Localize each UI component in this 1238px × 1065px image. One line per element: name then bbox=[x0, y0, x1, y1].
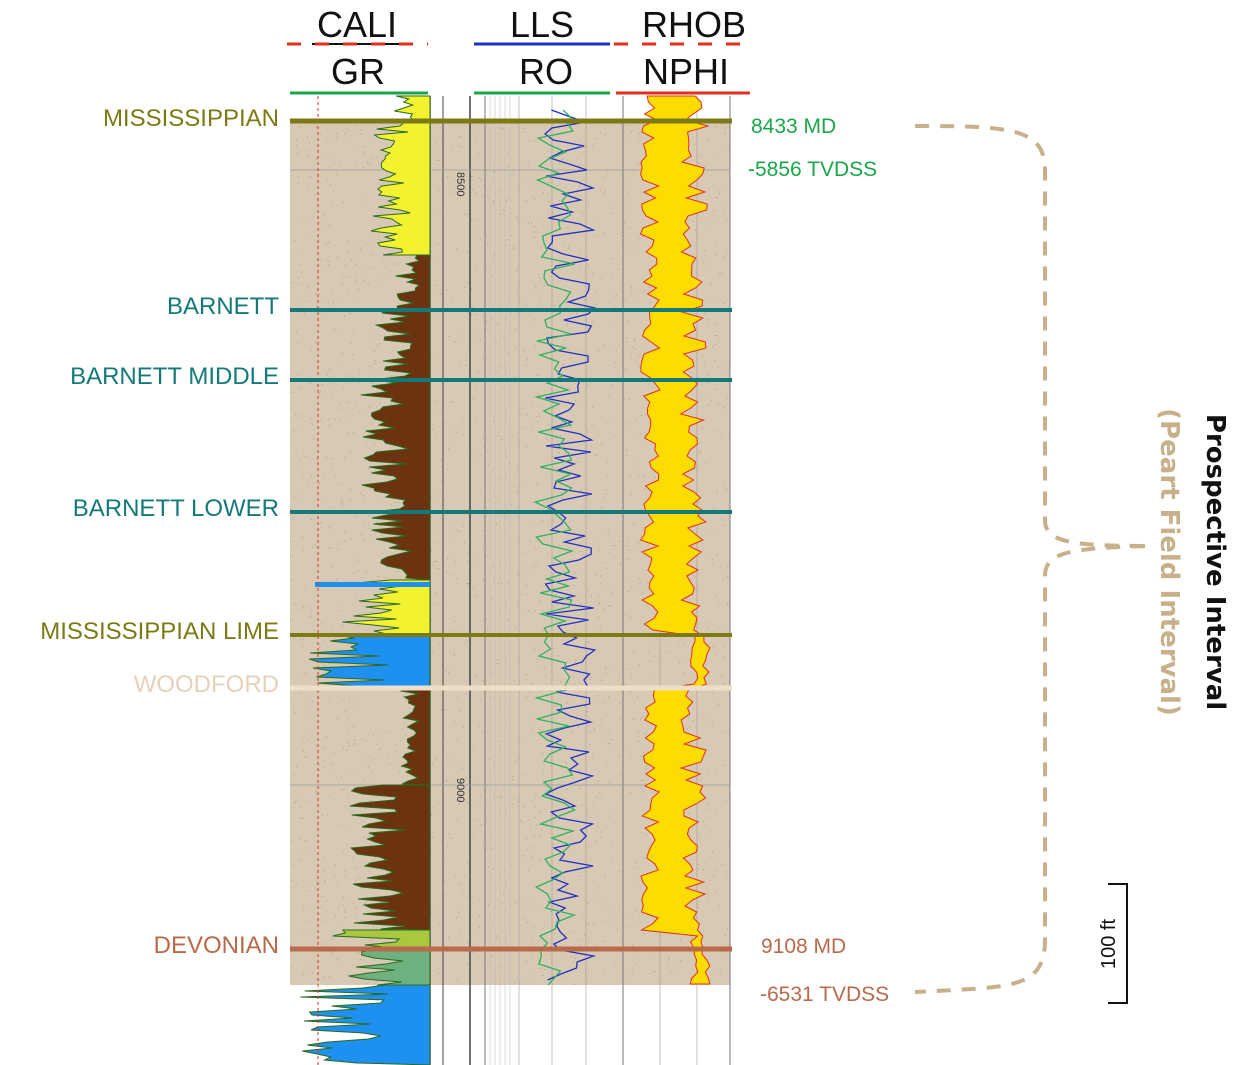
header-nphi: NPHI bbox=[643, 51, 729, 92]
depth-label-9000: 9000 bbox=[454, 778, 466, 802]
depth-label-8500: 8500 bbox=[454, 172, 466, 196]
ro-curve bbox=[533, 109, 577, 986]
gr-fill-band bbox=[342, 579, 431, 636]
log-area: 8500 9000 bbox=[290, 95, 731, 1065]
gr-fill-band bbox=[399, 687, 431, 786]
header-lls: LLS bbox=[510, 4, 574, 45]
header-cali: CALI bbox=[317, 4, 397, 45]
gr-fill-band bbox=[371, 511, 431, 581]
formation-label-barnett: BARNETT bbox=[167, 293, 279, 320]
gr-fill-band bbox=[300, 984, 431, 1065]
gr-fill-band bbox=[370, 119, 431, 256]
formation-label-mississippian-lime: MISSISSIPPIAN LIME bbox=[40, 618, 279, 645]
gr-fill-band bbox=[349, 784, 431, 931]
header-gr: GR bbox=[331, 51, 385, 92]
gr-spike bbox=[315, 582, 430, 587]
formation-label-mississippian: MISSISSIPPIAN bbox=[103, 105, 279, 132]
formation-labels: MISSISSIPPIAN BARNETT BARNETT MIDDLE BAR… bbox=[40, 105, 279, 959]
lls-curve bbox=[543, 109, 597, 981]
formation-lines bbox=[290, 118, 732, 952]
interval-title: Prospective Interval bbox=[1200, 414, 1230, 710]
top-md-label: 8433 MD bbox=[751, 115, 836, 138]
header-ro: RO bbox=[519, 51, 573, 92]
bottom-tvdss-label: -6531 TVDSS bbox=[760, 983, 889, 1006]
interval-subtitle: (Peart Field Interval) bbox=[1154, 408, 1184, 716]
depth-annotations: 8433 MD -5856 TVDSS 9108 MD -6531 TVDSS bbox=[748, 115, 889, 1006]
bottom-md-label: 9108 MD bbox=[761, 935, 846, 958]
log-curves bbox=[317, 95, 711, 1065]
gr-fill-band bbox=[348, 948, 431, 986]
density-neutron-fill bbox=[639, 95, 711, 985]
gr-fill-band bbox=[374, 309, 431, 381]
scale-bar: 100 ft bbox=[1098, 883, 1128, 1004]
header-rhob: RHOB bbox=[642, 4, 746, 45]
gr-fill-band bbox=[395, 254, 431, 311]
formation-label-woodford: WOODFORD bbox=[134, 671, 279, 698]
formation-label-barnett-lower: BARNETT LOWER bbox=[73, 495, 279, 522]
interval-bracket bbox=[914, 124, 1151, 994]
scale-bar-label: 100 ft bbox=[1098, 919, 1120, 969]
track-headers: CALI GR LLS RO RHOB NPHI bbox=[287, 4, 750, 95]
formation-label-barnett-middle: BARNETT MIDDLE bbox=[70, 363, 279, 390]
top-tvdss-label: -5856 TVDSS bbox=[748, 158, 877, 181]
formation-label-devonian: DEVONIAN bbox=[154, 932, 279, 959]
gr-track bbox=[300, 95, 431, 1065]
gr-fill-band bbox=[360, 379, 431, 513]
